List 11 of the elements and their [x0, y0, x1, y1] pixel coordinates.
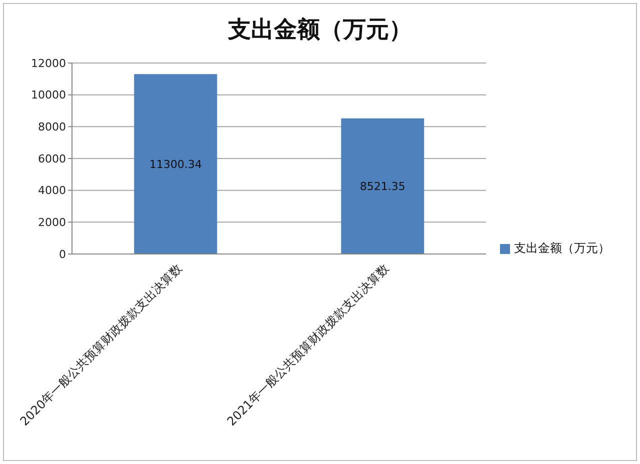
- chart-title: 支出金额（万元）: [226, 15, 413, 45]
- y-tick-label: 6000: [38, 152, 66, 166]
- y-tick-label: 12000: [31, 56, 66, 70]
- y-tick-label: 10000: [31, 88, 66, 102]
- y-tick-label: 2000: [38, 216, 66, 230]
- data-label: 11300.34: [149, 158, 202, 171]
- data-label: 8521.35: [360, 180, 406, 194]
- y-tick-label: 4000: [38, 184, 66, 198]
- legend-label: 支出金额（万元）: [514, 241, 610, 255]
- y-tick-label: 0: [59, 248, 66, 261]
- y-tick-label: 8000: [38, 120, 66, 134]
